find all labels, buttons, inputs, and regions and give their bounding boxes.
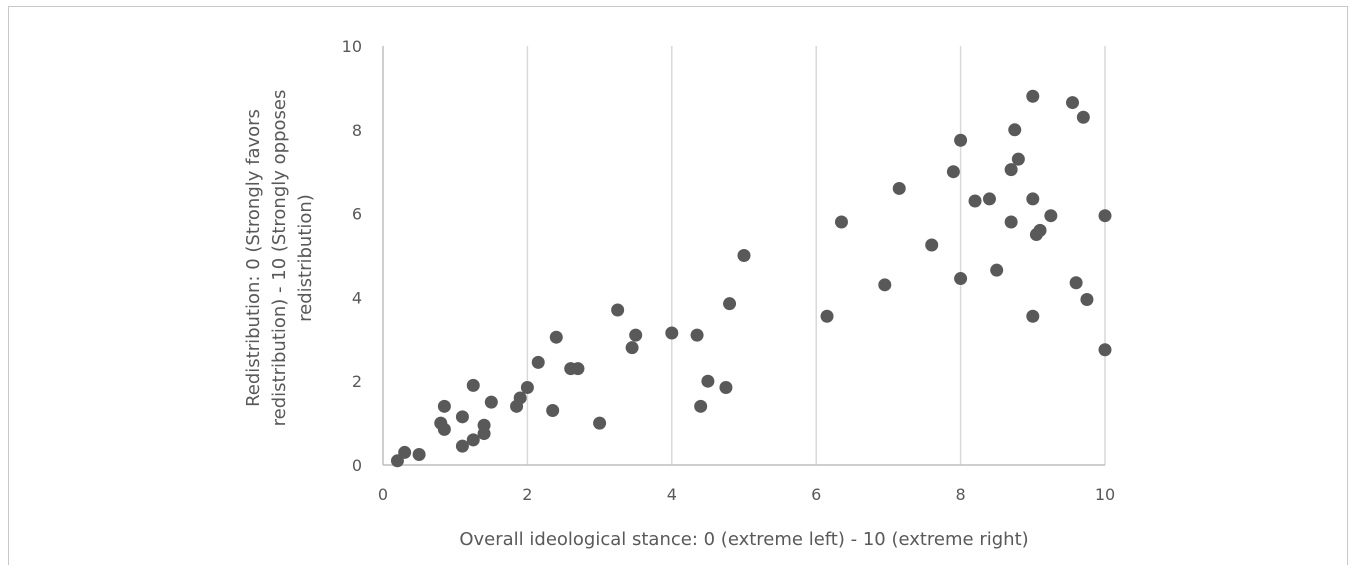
data-point-26 xyxy=(690,328,704,342)
data-point-28 xyxy=(701,374,715,388)
x-axis-label: Overall ideological stance: 0 (extreme l… xyxy=(459,529,1028,550)
y-tick-label-2: 4 xyxy=(352,288,362,307)
x-tick-label-2: 4 xyxy=(667,485,677,504)
x-tick-label-4: 8 xyxy=(956,485,966,504)
y-tick-label-3: 6 xyxy=(352,205,362,224)
data-point-56 xyxy=(1080,292,1094,306)
data-point-8 xyxy=(466,433,480,447)
data-point-4 xyxy=(437,422,451,436)
data-point-24 xyxy=(629,328,643,342)
y-tick-labels: 0 2 4 6 8 10 xyxy=(342,37,362,475)
y-axis-label: Redistribution: 0 (Strongly favors redis… xyxy=(243,90,316,427)
y-axis-label-line-1: Redistribution: 0 (Strongly favors xyxy=(243,109,264,407)
data-point-51 xyxy=(1033,223,1047,237)
data-point-42 xyxy=(990,263,1004,277)
y-axis-label-line-3: redistribution) xyxy=(295,194,316,322)
data-point-22 xyxy=(611,303,625,317)
data-point-36 xyxy=(925,238,939,252)
gridlines xyxy=(526,46,1106,465)
y-tick-label-1: 2 xyxy=(352,372,362,391)
data-point-12 xyxy=(484,395,498,409)
data-point-16 xyxy=(531,355,545,369)
data-point-20 xyxy=(571,362,585,376)
chart-frame xyxy=(8,6,1348,565)
data-point-14 xyxy=(513,391,527,405)
data-point-25 xyxy=(665,326,679,340)
data-point-44 xyxy=(1004,215,1018,229)
x-tick-label-0: 0 xyxy=(378,485,388,504)
data-point-5 xyxy=(437,399,451,413)
data-point-9 xyxy=(466,378,480,392)
data-point-38 xyxy=(954,133,968,147)
data-point-15 xyxy=(520,380,534,394)
data-point-52 xyxy=(1044,209,1058,223)
data-point-18 xyxy=(549,330,563,344)
data-point-43 xyxy=(1004,163,1018,177)
y-tick-label-4: 8 xyxy=(352,121,362,140)
y-tick-label-5: 10 xyxy=(342,37,362,56)
data-point-17 xyxy=(546,404,560,418)
data-point-46 xyxy=(1011,152,1025,166)
data-point-31 xyxy=(737,249,751,262)
data-point-21 xyxy=(593,416,607,430)
data-point-49 xyxy=(1026,309,1040,323)
data-point-7 xyxy=(455,410,469,424)
data-point-27 xyxy=(694,399,708,413)
data-point-11 xyxy=(477,418,491,432)
data-point-41 xyxy=(982,192,996,206)
data-points xyxy=(390,89,1112,468)
data-point-1 xyxy=(398,445,412,459)
data-point-6 xyxy=(455,439,469,453)
y-tick-label-0: 0 xyxy=(352,456,362,475)
data-point-55 xyxy=(1076,110,1090,124)
data-point-53 xyxy=(1066,96,1080,110)
x-tick-label-3: 6 xyxy=(811,485,821,504)
x-tick-label-1: 2 xyxy=(522,485,532,504)
data-point-2 xyxy=(412,448,426,462)
data-point-32 xyxy=(820,309,834,323)
x-tick-labels: 0 2 4 6 8 10 xyxy=(378,485,1115,504)
data-point-33 xyxy=(834,215,848,229)
data-point-54 xyxy=(1069,276,1083,290)
data-point-35 xyxy=(892,181,906,195)
y-axis-label-line-2: redistribution) - 10 (Strongly opposes xyxy=(269,90,290,427)
data-point-37 xyxy=(946,165,960,179)
data-point-23 xyxy=(625,341,639,355)
axes xyxy=(382,46,1105,466)
data-point-45 xyxy=(1008,123,1022,137)
data-point-40 xyxy=(968,194,982,208)
data-point-58 xyxy=(1098,343,1112,357)
data-point-48 xyxy=(1026,192,1040,206)
data-point-57 xyxy=(1098,209,1112,223)
data-point-30 xyxy=(723,297,737,311)
x-tick-label-5: 10 xyxy=(1095,485,1115,504)
data-point-34 xyxy=(878,278,892,292)
data-point-39 xyxy=(954,272,968,286)
data-point-29 xyxy=(719,380,733,394)
data-point-47 xyxy=(1026,89,1040,103)
